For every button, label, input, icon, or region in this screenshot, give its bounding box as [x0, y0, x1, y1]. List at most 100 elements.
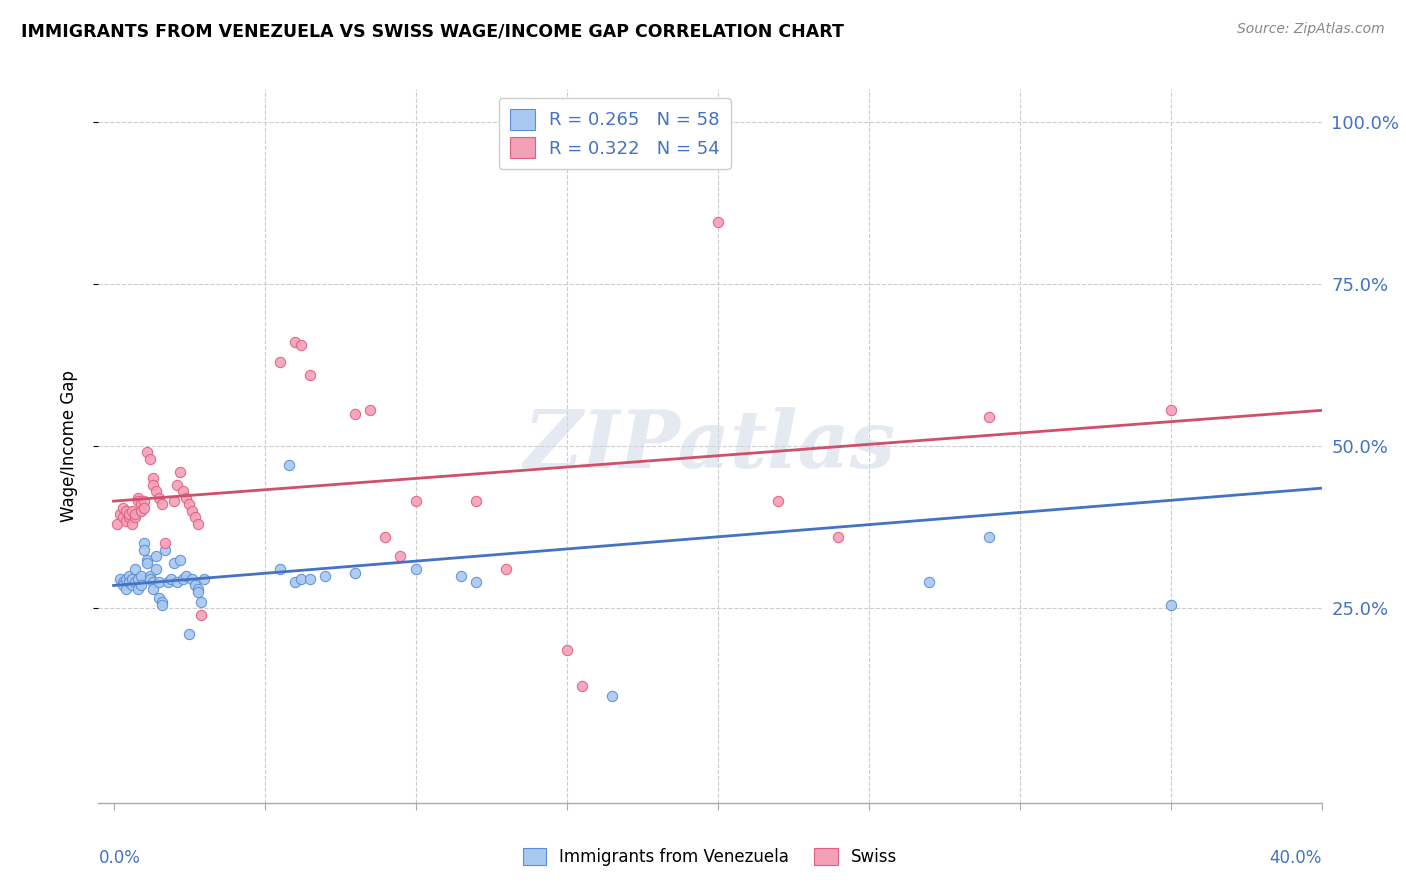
Point — [117, 507, 139, 521]
Point — [374, 530, 396, 544]
Point — [111, 500, 134, 515]
Point — [132, 536, 155, 550]
Point — [121, 572, 143, 586]
Point — [166, 575, 188, 590]
Point — [127, 572, 149, 586]
Text: IMMIGRANTS FROM VENEZUELA VS SWISS WAGE/INCOME GAP CORRELATION CHART: IMMIGRANTS FROM VENEZUELA VS SWISS WAGE/… — [21, 22, 844, 40]
Point — [979, 409, 1001, 424]
Point — [190, 595, 212, 609]
Point — [114, 572, 136, 586]
Point — [108, 572, 131, 586]
Point — [405, 494, 427, 508]
Point — [111, 510, 134, 524]
Point — [163, 556, 186, 570]
Point — [600, 689, 623, 703]
Point — [163, 494, 186, 508]
Point — [172, 484, 194, 499]
Point — [405, 562, 427, 576]
Point — [127, 491, 149, 505]
Point — [111, 575, 134, 590]
Point — [344, 566, 367, 580]
Point — [450, 568, 472, 582]
Point — [129, 504, 152, 518]
Point — [359, 403, 381, 417]
Point — [114, 582, 136, 596]
Point — [142, 582, 165, 596]
Point — [314, 568, 336, 582]
Text: 40.0%: 40.0% — [1270, 849, 1322, 867]
Point — [177, 497, 200, 511]
Point — [174, 568, 197, 582]
Point — [1160, 598, 1182, 612]
Point — [555, 643, 578, 657]
Point — [114, 504, 136, 518]
Point — [169, 552, 191, 566]
Point — [298, 368, 321, 382]
Point — [111, 578, 134, 592]
Point — [1160, 403, 1182, 417]
Point — [495, 562, 517, 576]
Point — [117, 575, 139, 590]
Point — [979, 530, 1001, 544]
Point — [117, 510, 139, 524]
Point — [181, 504, 204, 518]
Point — [150, 595, 173, 609]
Point — [148, 591, 170, 606]
Point — [127, 494, 149, 508]
Point — [298, 572, 321, 586]
Point — [269, 354, 291, 368]
Point — [389, 549, 412, 564]
Point — [277, 458, 299, 473]
Point — [139, 572, 162, 586]
Point — [190, 607, 212, 622]
Point — [172, 572, 194, 586]
Point — [284, 335, 307, 350]
Point — [706, 215, 728, 229]
Point — [181, 572, 204, 586]
Point — [114, 514, 136, 528]
Point — [150, 497, 173, 511]
Point — [184, 578, 207, 592]
Point — [290, 338, 312, 352]
Point — [139, 452, 162, 467]
Point — [269, 562, 291, 576]
Point — [166, 478, 188, 492]
Point — [156, 575, 179, 590]
Point — [465, 494, 488, 508]
Point — [139, 568, 162, 582]
Point — [827, 530, 849, 544]
Point — [142, 471, 165, 485]
Point — [160, 572, 183, 586]
Point — [132, 542, 155, 557]
Point — [142, 478, 165, 492]
Point — [108, 507, 131, 521]
Point — [766, 494, 789, 508]
Point — [918, 575, 941, 590]
Text: Source: ZipAtlas.com: Source: ZipAtlas.com — [1237, 22, 1385, 37]
Point — [105, 516, 128, 531]
Point — [135, 552, 157, 566]
Point — [193, 572, 215, 586]
Point — [117, 568, 139, 582]
Point — [153, 536, 176, 550]
Point — [145, 549, 167, 564]
Point — [124, 507, 146, 521]
Point — [129, 578, 152, 592]
Point — [187, 582, 209, 596]
Point — [135, 556, 157, 570]
Point — [571, 679, 593, 693]
Point — [344, 407, 367, 421]
Point — [124, 562, 146, 576]
Point — [148, 491, 170, 505]
Point — [142, 575, 165, 590]
Point — [129, 568, 152, 582]
Y-axis label: Wage/Income Gap: Wage/Income Gap — [59, 370, 77, 522]
Text: ZIPatlas: ZIPatlas — [524, 408, 896, 484]
Point — [121, 504, 143, 518]
Point — [145, 484, 167, 499]
Point — [290, 572, 312, 586]
Point — [153, 542, 176, 557]
Point — [187, 585, 209, 599]
Point — [184, 510, 207, 524]
Point — [169, 465, 191, 479]
